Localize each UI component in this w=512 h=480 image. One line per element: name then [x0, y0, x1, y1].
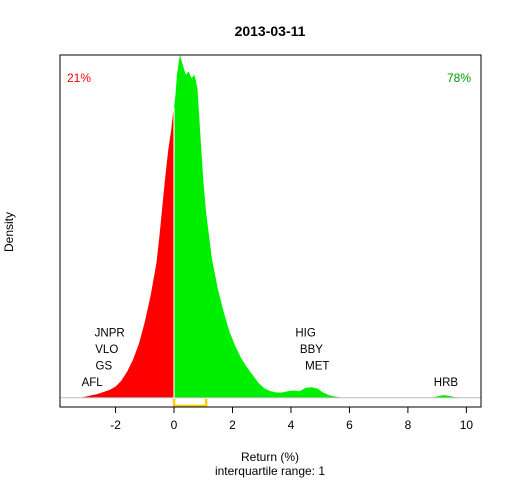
positive-ticker-label: BBY	[300, 344, 323, 356]
iqr-bracket	[172, 399, 208, 408]
chart-title: 2013-03-11	[235, 23, 306, 39]
negative-ticker-label: VLO	[95, 344, 118, 356]
negative-ticker-label: GS	[96, 360, 113, 372]
positive-ticker-label: MET	[305, 360, 329, 372]
x-tick-label: 2	[229, 418, 236, 432]
negative-share-label: 21%	[67, 71, 91, 85]
negative-ticker-label: AFL	[82, 377, 104, 389]
negative-density-area	[80, 107, 175, 398]
x-axis-label: Return (%)	[241, 450, 299, 464]
x-tick-label: 0	[171, 418, 178, 432]
x-axis-subtitle: interquartile range: 1	[215, 464, 325, 478]
x-tick-label: 4	[288, 418, 295, 432]
positive-ticker-label: HRB	[434, 377, 459, 389]
x-tick-label: 6	[346, 418, 353, 432]
x-tick-label: 8	[405, 418, 412, 432]
x-tick-label: 10	[460, 418, 474, 432]
plot-area: JNPR VLO GS AFL HIG BBY MET HRB	[60, 55, 481, 408]
plot-frame	[59, 54, 482, 408]
positive-share-label: 78%	[447, 71, 471, 85]
x-axis: -2 0 2 4 6 8 10	[110, 407, 473, 432]
y-axis-label: Density	[2, 212, 16, 252]
positive-density-area	[174, 55, 467, 398]
negative-ticker-label: JNPR	[95, 327, 125, 339]
x-tick-label: -2	[110, 418, 121, 432]
positive-ticker-label: HIG	[295, 327, 316, 339]
